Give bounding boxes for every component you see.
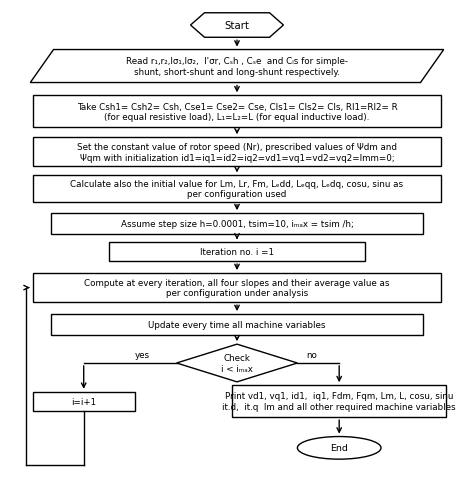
- Text: Set the constant value of rotor speed (Nr), prescribed values of Ψdm and
Ψqm wit: Set the constant value of rotor speed (N…: [77, 143, 397, 162]
- Polygon shape: [191, 14, 283, 38]
- Text: End: End: [330, 444, 348, 453]
- Polygon shape: [30, 50, 444, 84]
- FancyBboxPatch shape: [33, 176, 441, 203]
- Text: Assume step size h=0.0001, tsim=10, iₘₐx = tsim /h;: Assume step size h=0.0001, tsim=10, iₘₐx…: [120, 219, 354, 228]
- FancyBboxPatch shape: [232, 385, 446, 417]
- Text: no: no: [307, 350, 318, 359]
- Text: Read r₁,r₂,lσ₁,lσ₂,  l'σr, Cₛh , Cₛe  and Cₗs for simple-
shunt, short-shunt and: Read r₁,r₂,lσ₁,lσ₂, l'σr, Cₛh , Cₛe and …: [126, 57, 348, 77]
- Text: Take Csh1= Csh2= Csh, Cse1= Cse2= Cse, Cls1= Cls2= Cls, Rl1=Rl2= R
(for equal re: Take Csh1= Csh2= Csh, Cse1= Cse2= Cse, C…: [77, 102, 397, 122]
- FancyBboxPatch shape: [51, 214, 423, 234]
- Ellipse shape: [297, 437, 381, 459]
- Polygon shape: [177, 345, 297, 382]
- FancyBboxPatch shape: [33, 138, 441, 167]
- Text: Start: Start: [225, 21, 249, 31]
- Text: Update every time all machine variables: Update every time all machine variables: [148, 320, 326, 329]
- Text: Check
i < iₘₐx: Check i < iₘₐx: [221, 354, 253, 373]
- Text: Compute at every iteration, all four slopes and their average value as
per confi: Compute at every iteration, all four slo…: [84, 278, 390, 298]
- Text: yes: yes: [135, 350, 150, 359]
- FancyBboxPatch shape: [33, 392, 135, 411]
- FancyBboxPatch shape: [51, 314, 423, 335]
- FancyBboxPatch shape: [33, 96, 441, 128]
- Text: Calculate also the initial value for Lm, Lr, Fm, Lₑdd, Lₑqq, Lₑdq, cosu, sinu as: Calculate also the initial value for Lm,…: [71, 180, 403, 199]
- FancyBboxPatch shape: [109, 243, 365, 262]
- FancyBboxPatch shape: [33, 274, 441, 302]
- Text: Iteration no. i =1: Iteration no. i =1: [200, 248, 274, 257]
- Text: Print vd1, vq1, id1,  iq1, Fdm, Fqm, Lm, L, cosu, sinu
it.d,  it.q  Im and all o: Print vd1, vq1, id1, iq1, Fdm, Fqm, Lm, …: [222, 392, 456, 411]
- Text: i=i+1: i=i+1: [71, 397, 96, 406]
